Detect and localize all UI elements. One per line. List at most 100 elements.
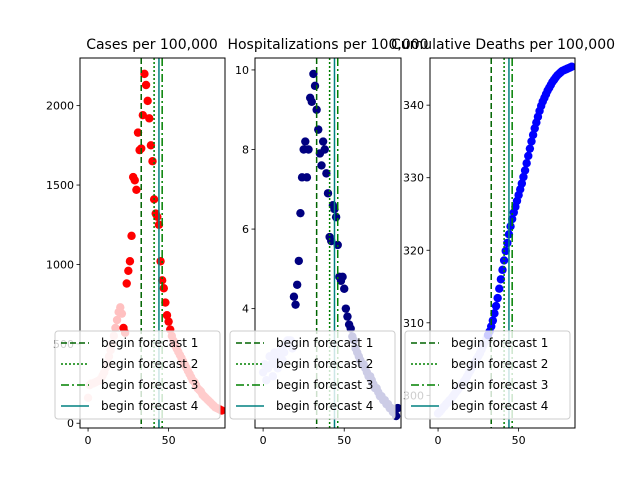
legend-label-1: begin forecast 1 xyxy=(276,336,373,350)
y-tick-label: 1000 xyxy=(46,258,74,271)
data-point xyxy=(294,256,303,266)
data-point xyxy=(289,292,299,301)
data-point xyxy=(495,284,504,293)
data-point xyxy=(159,284,168,293)
x-tick-label: 0 xyxy=(435,434,442,447)
y-tick-label: 320 xyxy=(403,244,424,257)
cases-panel: 0500500100015002000begin forecast 1begin… xyxy=(46,37,226,447)
legend-label-4: begin forecast 4 xyxy=(451,399,548,413)
hospitalizations-title: Hospitalizations per 100,000 xyxy=(227,37,428,53)
data-point xyxy=(528,130,538,140)
data-point xyxy=(490,309,499,318)
legend-box xyxy=(54,330,221,420)
data-point xyxy=(304,145,313,154)
data-point xyxy=(343,312,352,321)
data-point xyxy=(506,222,515,231)
legend-label-2: begin forecast 2 xyxy=(276,357,373,371)
data-point xyxy=(145,114,154,123)
data-point xyxy=(146,141,156,150)
data-point xyxy=(162,311,172,320)
data-point xyxy=(127,231,136,241)
data-point xyxy=(525,144,535,153)
legend-label-1: begin forecast 1 xyxy=(101,336,198,350)
y-tick-label: 310 xyxy=(403,317,424,330)
data-point xyxy=(124,266,133,275)
legend-label-3: begin forecast 3 xyxy=(451,378,548,392)
x-tick-label: 0 xyxy=(260,434,267,447)
data-point xyxy=(292,280,302,289)
data-point xyxy=(567,62,575,71)
data-point xyxy=(161,298,170,307)
data-point xyxy=(157,276,167,285)
data-point xyxy=(140,69,149,79)
data-point xyxy=(499,256,509,265)
data-point xyxy=(314,125,323,134)
y-tick-label: 2000 xyxy=(46,100,74,113)
deaths-title: Cumulative Deaths per 100,000 xyxy=(391,37,615,53)
hospitalizations-panel: 0 50 4 6 8 10 begin forecast 1 begin forecast 2… xyxy=(227,37,428,447)
data-point xyxy=(331,212,341,222)
y-tick-label: 10 xyxy=(235,64,249,77)
y-tick-label: 6 xyxy=(242,223,249,236)
data-point xyxy=(156,257,165,266)
legend-label-4: begin forecast 4 xyxy=(276,399,373,413)
data-point xyxy=(491,301,501,311)
data-point xyxy=(117,309,127,318)
data-point xyxy=(302,173,312,182)
y-tick-label: 330 xyxy=(403,172,424,185)
legend-box xyxy=(229,330,396,420)
data-point xyxy=(333,240,342,250)
cases-title: Cases per 100,000 xyxy=(86,37,218,53)
data-point xyxy=(143,96,152,106)
legend-label-4: begin forecast 4 xyxy=(101,399,198,413)
y-tick-label: 8 xyxy=(242,144,249,157)
data-point xyxy=(317,161,326,170)
data-point xyxy=(116,303,125,312)
legend-box xyxy=(404,330,571,420)
data-point xyxy=(130,176,139,185)
data-point xyxy=(522,158,531,168)
legend-label-3: begin forecast 3 xyxy=(101,378,198,392)
legend-label-3: begin forecast 3 xyxy=(276,378,373,392)
data-point xyxy=(524,151,533,161)
data-point xyxy=(488,316,498,325)
data-point xyxy=(310,81,320,91)
data-point xyxy=(296,208,305,218)
data-point xyxy=(125,257,135,266)
data-point xyxy=(341,304,351,313)
data-point xyxy=(323,189,333,198)
data-point xyxy=(291,300,300,309)
deaths-panel: 050300310320330340begin forecast 1begin … xyxy=(391,37,615,447)
y-tick-label: 1500 xyxy=(46,179,74,192)
data-point xyxy=(122,279,131,288)
data-point xyxy=(322,169,331,178)
data-point xyxy=(301,137,310,146)
y-tick-label: 4 xyxy=(242,303,249,316)
axes-frame xyxy=(254,57,402,429)
x-tick-label: 50 xyxy=(162,434,176,447)
data-point xyxy=(112,315,122,325)
data-point xyxy=(312,105,321,114)
data-point xyxy=(148,157,157,166)
data-point xyxy=(320,145,329,154)
x-tick-label: 0 xyxy=(85,434,92,447)
data-point xyxy=(133,128,143,137)
data-point xyxy=(498,265,507,275)
data-point xyxy=(318,137,328,146)
legend-label-2: begin forecast 2 xyxy=(101,357,198,371)
legend-label-1: begin forecast 1 xyxy=(451,336,548,350)
data-point xyxy=(519,172,528,182)
data-point xyxy=(309,69,318,79)
data-point xyxy=(141,80,151,90)
data-point xyxy=(340,284,349,293)
data-point xyxy=(520,166,530,175)
x-tick-label: 50 xyxy=(337,434,351,447)
data-point xyxy=(493,293,502,303)
data-point xyxy=(517,179,527,188)
data-point xyxy=(111,323,120,333)
data-point xyxy=(338,272,347,282)
x-tick-label: 50 xyxy=(512,434,526,447)
data-point xyxy=(496,275,506,284)
data-point xyxy=(501,246,510,256)
